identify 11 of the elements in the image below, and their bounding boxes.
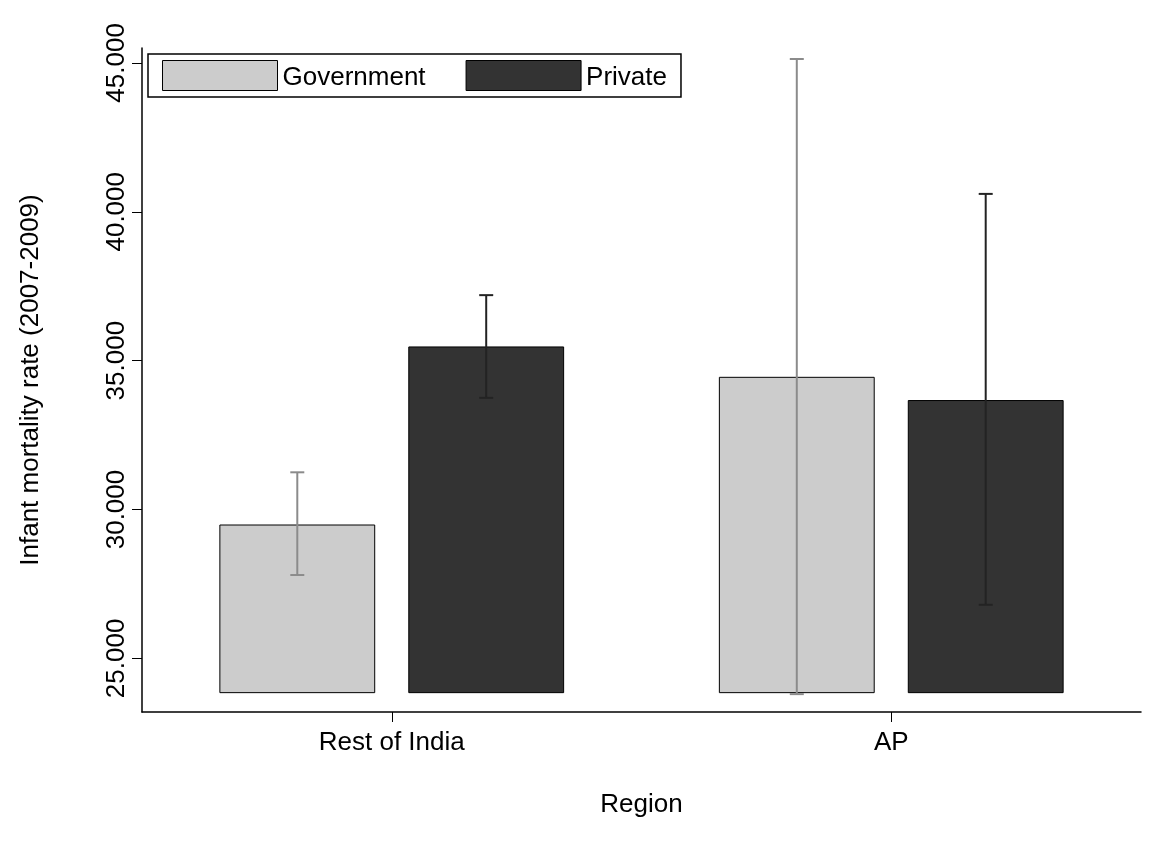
y-tick-label: 45.000 <box>100 23 130 103</box>
y-tick-label: 30.000 <box>100 469 130 550</box>
y-tick-label: 40.000 <box>100 172 130 252</box>
y-axis-title: Infant mortality rate (2007-2009) <box>14 194 44 566</box>
x-tick-label: AP <box>873 726 909 756</box>
legend-label: Government <box>282 60 427 91</box>
x-tick-label: Rest of India <box>318 726 466 756</box>
legend-label: Private <box>586 60 667 91</box>
y-tick-label: 35.000 <box>100 320 130 401</box>
x-axis-title: Region <box>600 788 683 818</box>
y-tick-label: 25.000 <box>100 618 130 699</box>
